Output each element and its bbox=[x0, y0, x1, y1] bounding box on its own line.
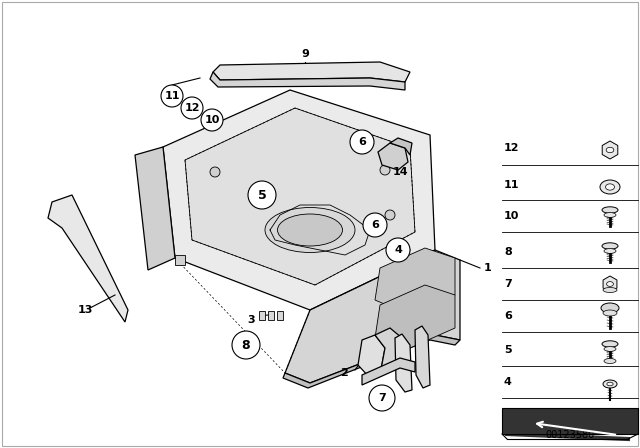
Text: 13: 13 bbox=[77, 305, 93, 315]
Circle shape bbox=[363, 213, 387, 237]
Circle shape bbox=[386, 238, 410, 262]
Text: 10: 10 bbox=[504, 211, 520, 221]
Ellipse shape bbox=[604, 249, 616, 254]
Polygon shape bbox=[375, 285, 455, 348]
Text: 8: 8 bbox=[504, 247, 512, 257]
FancyBboxPatch shape bbox=[268, 311, 275, 320]
Text: 6: 6 bbox=[504, 311, 512, 321]
Polygon shape bbox=[285, 250, 460, 383]
Circle shape bbox=[161, 85, 183, 107]
Polygon shape bbox=[185, 108, 415, 285]
Polygon shape bbox=[358, 335, 385, 378]
Polygon shape bbox=[602, 141, 618, 159]
Ellipse shape bbox=[604, 358, 616, 363]
Polygon shape bbox=[362, 358, 415, 385]
Ellipse shape bbox=[602, 243, 618, 249]
Circle shape bbox=[210, 167, 220, 177]
Polygon shape bbox=[390, 138, 412, 155]
Text: 7: 7 bbox=[378, 393, 386, 403]
FancyBboxPatch shape bbox=[276, 311, 284, 320]
Ellipse shape bbox=[605, 184, 614, 190]
Circle shape bbox=[369, 385, 395, 411]
Text: 5: 5 bbox=[504, 345, 511, 355]
Circle shape bbox=[232, 331, 260, 359]
Text: 6: 6 bbox=[371, 220, 379, 230]
Ellipse shape bbox=[278, 214, 342, 246]
Circle shape bbox=[380, 165, 390, 175]
Text: 14: 14 bbox=[393, 167, 408, 177]
Text: 5: 5 bbox=[258, 189, 266, 202]
Polygon shape bbox=[210, 72, 405, 90]
Circle shape bbox=[350, 130, 374, 154]
Text: 2: 2 bbox=[340, 368, 348, 378]
Text: 7: 7 bbox=[504, 279, 512, 289]
Ellipse shape bbox=[603, 310, 617, 316]
Ellipse shape bbox=[607, 282, 613, 286]
Polygon shape bbox=[375, 248, 455, 315]
Text: 6: 6 bbox=[358, 137, 366, 147]
Ellipse shape bbox=[603, 380, 617, 388]
Text: 12: 12 bbox=[184, 103, 200, 113]
Text: 4: 4 bbox=[504, 377, 512, 387]
Ellipse shape bbox=[604, 213, 616, 217]
Polygon shape bbox=[415, 326, 430, 388]
Text: 00123580: 00123580 bbox=[545, 430, 595, 440]
Text: 9: 9 bbox=[301, 49, 309, 59]
FancyBboxPatch shape bbox=[502, 408, 638, 434]
FancyBboxPatch shape bbox=[259, 311, 266, 320]
Ellipse shape bbox=[600, 180, 620, 194]
Text: 8: 8 bbox=[242, 339, 250, 352]
Ellipse shape bbox=[601, 303, 619, 313]
Text: 11: 11 bbox=[164, 91, 180, 101]
Polygon shape bbox=[395, 334, 412, 392]
Text: 11: 11 bbox=[504, 180, 520, 190]
Polygon shape bbox=[175, 255, 185, 265]
Ellipse shape bbox=[602, 341, 618, 347]
Text: 1: 1 bbox=[484, 263, 492, 273]
Ellipse shape bbox=[265, 207, 355, 253]
Polygon shape bbox=[48, 195, 128, 322]
Circle shape bbox=[181, 97, 203, 119]
Polygon shape bbox=[213, 62, 410, 82]
Polygon shape bbox=[163, 90, 435, 310]
Circle shape bbox=[385, 210, 395, 220]
Text: 3: 3 bbox=[248, 315, 255, 325]
Polygon shape bbox=[603, 276, 617, 292]
Text: 10: 10 bbox=[204, 115, 220, 125]
Polygon shape bbox=[378, 143, 408, 170]
Text: 12: 12 bbox=[504, 143, 520, 153]
Ellipse shape bbox=[602, 207, 618, 213]
Circle shape bbox=[201, 109, 223, 131]
Ellipse shape bbox=[604, 347, 616, 351]
Text: 4: 4 bbox=[394, 245, 402, 255]
Polygon shape bbox=[283, 335, 460, 388]
Circle shape bbox=[248, 181, 276, 209]
Ellipse shape bbox=[603, 288, 617, 293]
Ellipse shape bbox=[607, 382, 613, 386]
Polygon shape bbox=[375, 328, 402, 375]
Ellipse shape bbox=[606, 147, 614, 153]
Polygon shape bbox=[135, 147, 175, 270]
